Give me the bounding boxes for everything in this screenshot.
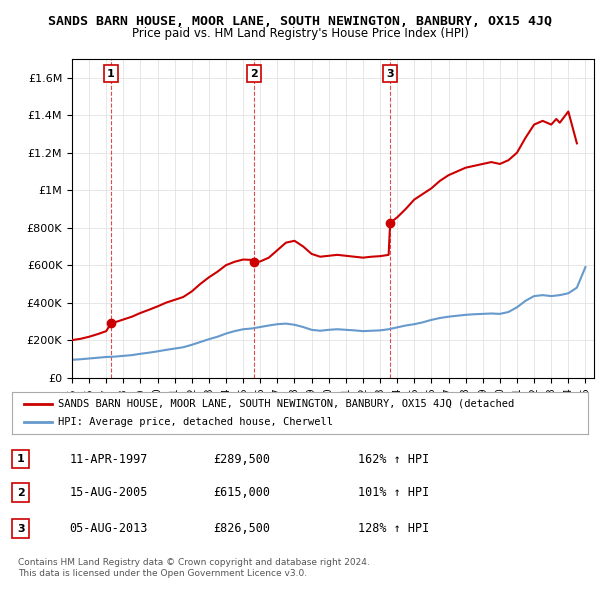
Text: £615,000: £615,000: [214, 486, 271, 499]
Text: 3: 3: [17, 523, 25, 533]
Text: 128% ↑ HPI: 128% ↑ HPI: [358, 522, 429, 535]
Text: SANDS BARN HOUSE, MOOR LANE, SOUTH NEWINGTON, BANBURY, OX15 4JQ: SANDS BARN HOUSE, MOOR LANE, SOUTH NEWIN…: [48, 15, 552, 28]
Text: SANDS BARN HOUSE, MOOR LANE, SOUTH NEWINGTON, BANBURY, OX15 4JQ (detached: SANDS BARN HOUSE, MOOR LANE, SOUTH NEWIN…: [58, 399, 514, 409]
Text: £826,500: £826,500: [214, 522, 271, 535]
Text: This data is licensed under the Open Government Licence v3.0.: This data is licensed under the Open Gov…: [18, 569, 307, 578]
Text: Contains HM Land Registry data © Crown copyright and database right 2024.: Contains HM Land Registry data © Crown c…: [18, 558, 370, 566]
Text: 3: 3: [386, 68, 394, 78]
Text: HPI: Average price, detached house, Cherwell: HPI: Average price, detached house, Cher…: [58, 417, 333, 427]
Text: Price paid vs. HM Land Registry's House Price Index (HPI): Price paid vs. HM Land Registry's House …: [131, 27, 469, 40]
Text: 101% ↑ HPI: 101% ↑ HPI: [358, 486, 429, 499]
Text: £289,500: £289,500: [214, 453, 271, 466]
Text: 15-AUG-2005: 15-AUG-2005: [70, 486, 148, 499]
Text: 1: 1: [17, 454, 25, 464]
Text: 162% ↑ HPI: 162% ↑ HPI: [358, 453, 429, 466]
Text: 1: 1: [107, 68, 115, 78]
Text: 11-APR-1997: 11-APR-1997: [70, 453, 148, 466]
Text: 2: 2: [250, 68, 257, 78]
Text: 05-AUG-2013: 05-AUG-2013: [70, 522, 148, 535]
Text: 2: 2: [17, 488, 25, 497]
